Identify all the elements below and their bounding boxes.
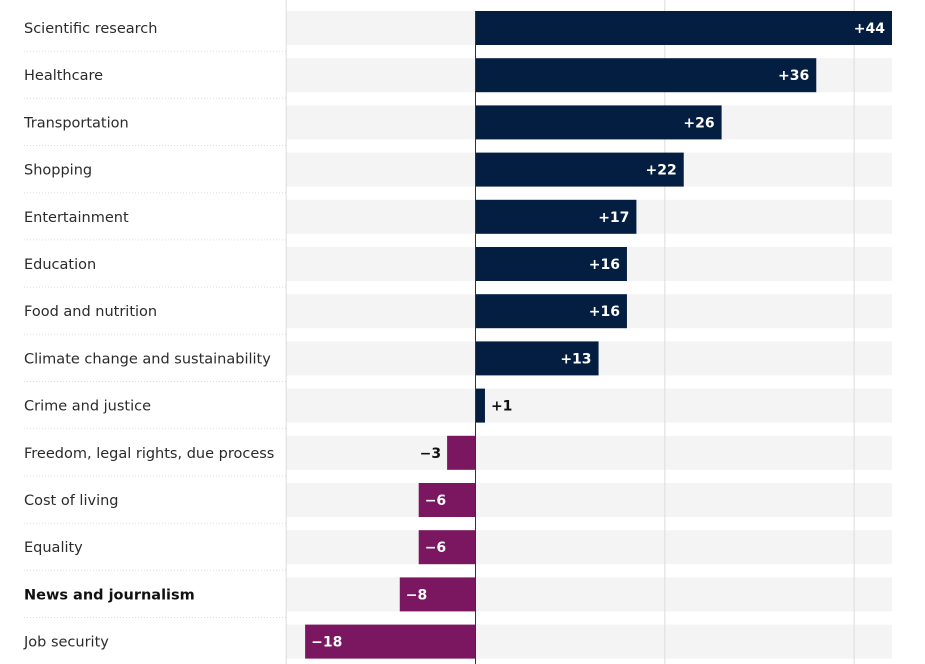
row-background	[286, 530, 892, 565]
bar	[475, 105, 722, 140]
category-label: Education	[24, 257, 96, 273]
category-label: Healthcare	[24, 68, 103, 84]
bar	[447, 435, 476, 470]
value-label: −18	[311, 635, 342, 651]
category-label: Equality	[24, 540, 83, 556]
bar	[475, 247, 627, 281]
bar	[475, 11, 892, 45]
value-label: +1	[491, 399, 512, 415]
bar	[475, 341, 599, 376]
bar	[399, 577, 476, 612]
value-label: +17	[598, 210, 629, 226]
value-label: −8	[406, 587, 427, 603]
category-label: News and journalism	[24, 587, 195, 603]
bar	[475, 152, 684, 187]
row-background	[286, 483, 892, 517]
category-label: Food and nutrition	[24, 304, 157, 320]
bar	[475, 58, 817, 93]
category-label: Crime and justice	[24, 399, 151, 415]
value-label: −6	[425, 540, 446, 556]
value-label: +16	[589, 257, 620, 273]
bar	[418, 530, 476, 565]
bar	[475, 388, 485, 423]
value-label: +26	[683, 115, 714, 131]
category-label: Job security	[23, 635, 109, 651]
value-labels: +44 +36 +26 +22 +17 +16 +16 +13 +1 −3 −6 −6 −8 −18	[311, 21, 885, 651]
value-label: +22	[646, 163, 677, 179]
category-label: Climate change and sustainability	[24, 351, 271, 367]
category-label: Shopping	[24, 163, 92, 179]
row-background	[286, 388, 892, 423]
category-label: Transportation	[23, 115, 129, 131]
value-label: +36	[778, 68, 809, 84]
bar	[475, 199, 637, 234]
value-label: −3	[420, 446, 441, 462]
bars	[305, 11, 892, 664]
bar	[475, 294, 627, 329]
value-label: +44	[854, 21, 885, 37]
value-label: −6	[425, 493, 446, 509]
value-label: +13	[560, 351, 591, 367]
category-label: Entertainment	[24, 210, 129, 226]
category-labels: Scientific research Healthcare Transportat…	[23, 21, 274, 651]
category-label: Freedom, legal rights, due process	[24, 446, 274, 462]
value-label: +16	[589, 304, 620, 320]
bar	[305, 624, 476, 659]
category-label: Scientific research	[24, 21, 157, 37]
row-background	[286, 577, 892, 612]
gridlines	[285, 0, 855, 664]
bar	[418, 483, 476, 517]
category-label: Cost of living	[24, 493, 119, 509]
row-background	[286, 435, 892, 470]
